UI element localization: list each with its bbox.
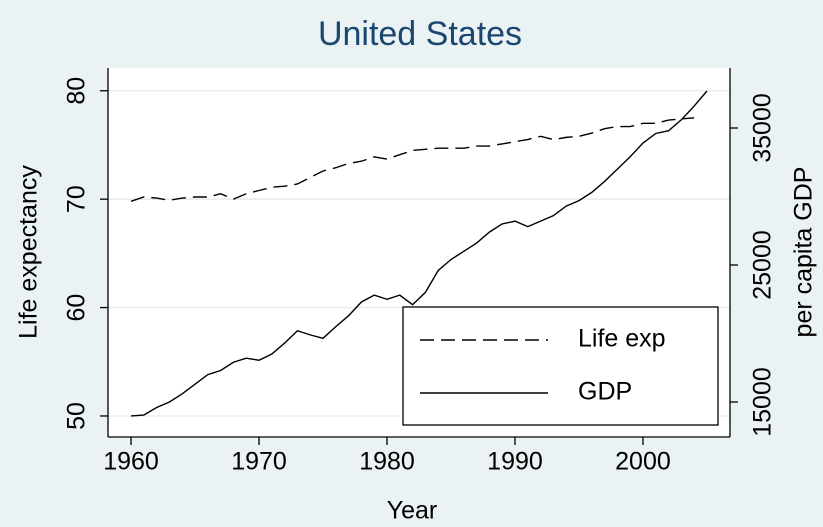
x-tick-label: 1970: [231, 448, 287, 476]
series-line: [130, 117, 695, 202]
legend-box: [402, 306, 719, 426]
y2-tick-label: 35000: [749, 93, 777, 163]
y-tick-label: 60: [63, 294, 91, 322]
x-tick-label: 2000: [615, 448, 671, 476]
x-tick-label: 1960: [103, 448, 159, 476]
legend-label: GDP: [578, 378, 632, 406]
y-tick-label: 70: [63, 185, 91, 213]
series-line: [130, 90, 708, 417]
y2-tick-label: 25000: [749, 230, 777, 300]
x-axis-label: Year: [387, 497, 438, 525]
chart-title: United States: [318, 15, 522, 53]
legend-label: Life exp: [578, 325, 666, 353]
x-tick-label: 1980: [359, 448, 415, 476]
y-axis-label: Life expectancy: [15, 165, 43, 339]
y2-axis-label: per capita GDP: [790, 167, 818, 338]
y2-tick-label: 15000: [749, 367, 777, 437]
x-tick-label: 1990: [487, 448, 543, 476]
y-tick-label: 80: [63, 77, 91, 105]
y-tick-label: 50: [63, 402, 91, 430]
